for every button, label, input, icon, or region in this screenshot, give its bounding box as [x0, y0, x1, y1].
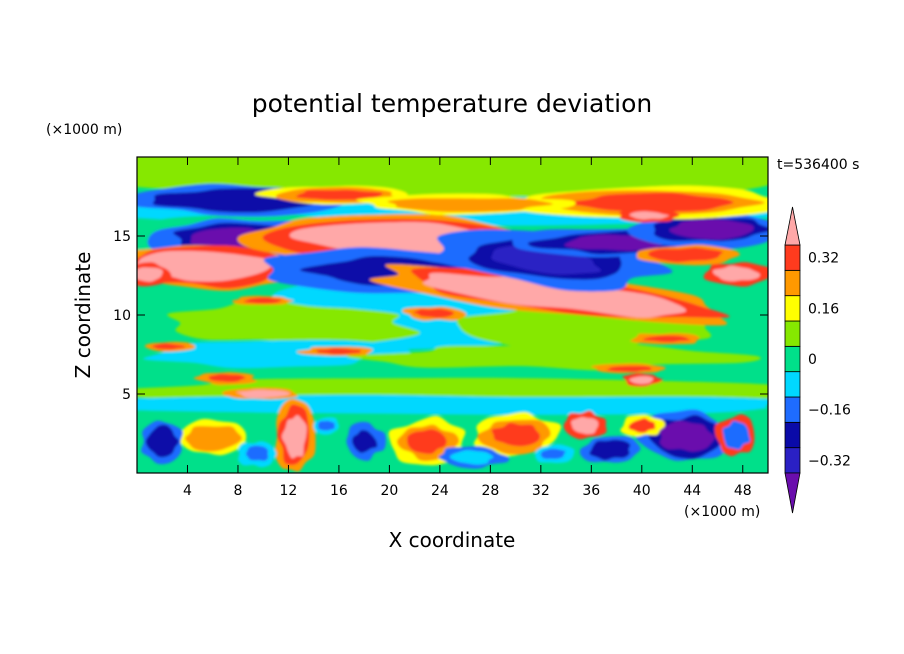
contour-region: [642, 335, 691, 343]
x-tick-label: 16: [330, 483, 348, 499]
colorbar-box: [784, 244, 801, 271]
x-tick-label: 32: [532, 483, 550, 499]
x-tick-label: 24: [431, 483, 449, 499]
contour-region: [346, 341, 761, 371]
contour-region: [540, 448, 566, 459]
colorbar: 0.32 0.16 0 −0.16 −0.32: [784, 206, 851, 514]
colorbar-lower-arrow: [784, 472, 801, 514]
colorbar-box: [784, 396, 801, 423]
colorbar-box: [784, 320, 801, 347]
x-tick-label: 40: [633, 483, 651, 499]
contour-region: [722, 420, 751, 450]
contour-region: [571, 417, 599, 435]
x-tick-label: 36: [582, 483, 600, 499]
contour-region: [185, 426, 242, 452]
contour-region: [491, 422, 541, 447]
x-tick-label: 48: [734, 483, 752, 499]
contour-region: [628, 376, 654, 385]
contour-region: [315, 348, 362, 355]
y-tick-label: 15: [113, 229, 131, 245]
contour-region: [387, 198, 553, 213]
colorbar-tick-label: 0.16: [808, 301, 839, 317]
colorbar-box: [784, 447, 801, 474]
contour-region: [281, 415, 307, 459]
x-axis-label: X coordinate: [389, 528, 516, 552]
colorbar-box: [784, 295, 801, 322]
contour-region: [245, 445, 269, 461]
colorbar-box: [784, 269, 801, 297]
x-tick-label: 44: [683, 483, 701, 499]
x-tick-label: 8: [233, 483, 242, 499]
contour-region: [244, 297, 282, 304]
contour-region: [151, 343, 186, 350]
contour-region: [167, 298, 421, 347]
x-tick-label: 12: [280, 483, 298, 499]
x-tick-label: 28: [481, 483, 499, 499]
y-axis-unit: (×1000 m): [46, 122, 122, 138]
contour-region: [407, 429, 447, 454]
contour-region: [659, 420, 715, 452]
y-tick-label: 10: [113, 308, 131, 324]
contour-region: [236, 389, 290, 399]
x-axis-unit: (×1000 m): [684, 504, 760, 520]
contour-region: [137, 250, 274, 282]
contour-region: [208, 374, 246, 382]
colorbar-upper-arrow: [784, 206, 801, 246]
contour-region: [317, 420, 336, 431]
colorbar-box: [784, 371, 801, 398]
contour-region: [669, 219, 754, 240]
contour-region: [648, 247, 723, 263]
contour-region: [423, 272, 687, 318]
contour-region: [629, 211, 670, 220]
contour-region: [145, 424, 180, 458]
y-axis-ticks: 5 10 15: [113, 229, 768, 403]
colorbar-box: [784, 421, 801, 449]
y-tick-label: 5: [122, 387, 131, 403]
x-axis-ticks: 4 8 12 16 20 24 28 32 36 40 44 48: [183, 157, 752, 499]
y-axis-label: Z coordinate: [71, 252, 95, 379]
contour-region: [296, 189, 383, 200]
time-label: t=536400 s: [777, 157, 859, 173]
contour-region: [413, 308, 454, 318]
contour-region: [449, 450, 494, 465]
colorbar-box: [784, 345, 801, 373]
contour-region: [137, 267, 163, 282]
contour-region: [712, 265, 761, 282]
contour-region: [589, 439, 631, 461]
contour-field: [137, 157, 768, 473]
x-tick-label: 4: [183, 483, 192, 499]
contour-region: [628, 418, 656, 433]
colorbar-tick-label: −0.32: [808, 453, 851, 469]
contour-region: [606, 366, 652, 372]
chart-title: potential temperature deviation: [252, 89, 652, 118]
colorbar-tick-label: −0.16: [808, 403, 851, 419]
colorbar-tick-label: 0.32: [808, 251, 839, 267]
colorbar-tick-label: 0: [808, 352, 817, 368]
contour-region: [566, 192, 734, 212]
contour-region: [352, 430, 378, 453]
x-tick-label: 20: [380, 483, 398, 499]
